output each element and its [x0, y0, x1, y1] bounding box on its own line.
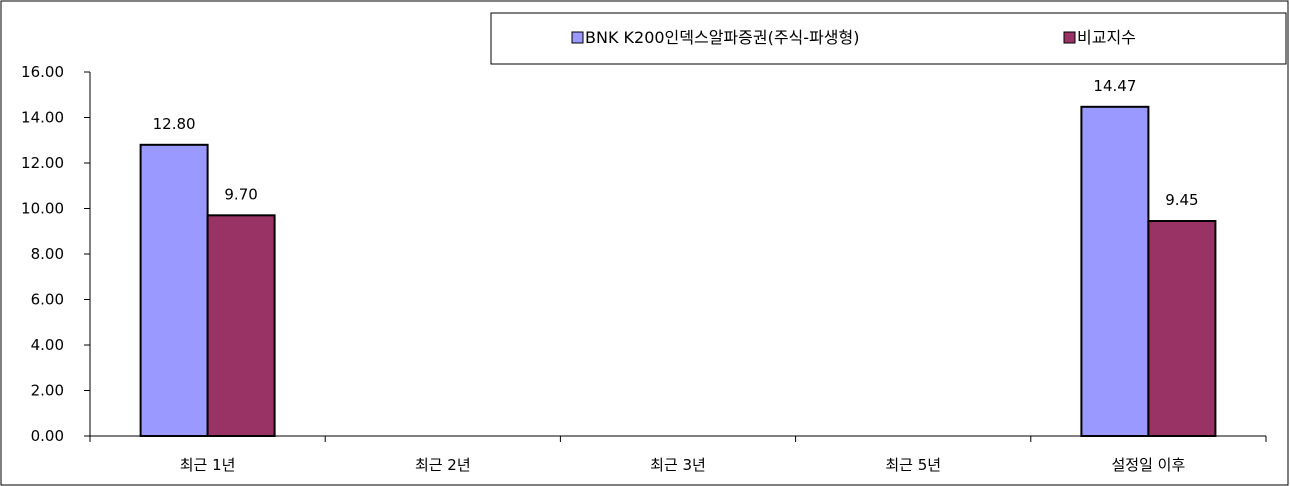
bars	[139, 105, 1217, 438]
bar-series-1	[1080, 105, 1150, 438]
data-labels: 12.80 14.47 9.70 9.45	[153, 77, 1199, 209]
x-tick-label: 최근 2년	[415, 456, 471, 474]
y-tick-label: 2.00	[31, 382, 64, 400]
bar-series-1	[139, 143, 209, 438]
y-tick-label: 10.00	[21, 200, 64, 218]
legend-swatch-series-2	[1063, 31, 1076, 44]
bar-series-2	[1147, 220, 1217, 437]
data-label-series-2: 9.70	[224, 185, 257, 203]
x-tick-label: 최근 1년	[180, 456, 236, 474]
x-tick-label: 설정일 이후	[1112, 456, 1186, 474]
x-tick-label: 최근 3년	[650, 456, 706, 474]
y-tick-label: 14.00	[21, 109, 64, 127]
legend-box	[490, 12, 1287, 65]
data-label-series-2: 9.45	[1165, 191, 1198, 209]
legend-label-series-1: BNK K200인덱스알파증권(주식-파생형)	[585, 28, 859, 47]
y-axis: 0.00 2.00 4.00 6.00 8.00 10.00 12.00 14.00 16.00	[21, 63, 91, 445]
legend-label-series-2: 비교지수	[1077, 28, 1136, 47]
legend: BNK K200인덱스알파증권(주식-파생형) 비교지수	[490, 12, 1287, 65]
data-label-series-1: 14.47	[1093, 77, 1136, 95]
x-tick-label: 최근 5년	[885, 456, 941, 474]
legend-swatch-series-1	[571, 31, 584, 44]
y-tick-label: 8.00	[31, 245, 64, 263]
y-tick-label: 4.00	[31, 336, 64, 354]
bar-series-2	[206, 214, 276, 437]
x-axis: 최근 1년 최근 2년 최근 3년 최근 5년 설정일 이후	[89, 435, 1267, 474]
y-tick-label: 6.00	[31, 291, 64, 309]
y-tick-label: 12.00	[21, 154, 64, 172]
y-tick-label: 16.00	[21, 63, 64, 81]
data-label-series-1: 12.80	[153, 115, 196, 133]
y-tick-label: 0.00	[31, 427, 64, 445]
